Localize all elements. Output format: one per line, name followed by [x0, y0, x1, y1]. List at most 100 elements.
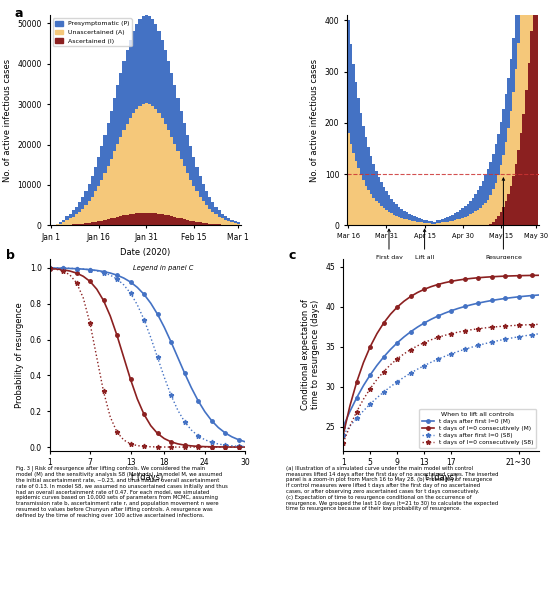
Bar [164, 215, 167, 225]
t days after first I=0 (M) [488, 297, 495, 304]
Bar [56, 224, 59, 225]
t days of I=0 consecutively (S8) [434, 334, 441, 341]
Bar [505, 201, 507, 225]
Bar [103, 220, 107, 225]
t days of I=0 consecutively (S8) [509, 322, 515, 329]
Bar [518, 0, 520, 43]
Legend: t days after first I=0 (M), t days of I=0 consecutively (M), t days after first : t days after first I=0 (M), t days of I=… [420, 409, 536, 448]
Bar [75, 214, 78, 224]
Bar [474, 194, 477, 211]
t days after first I=0 (S8) [414, 365, 421, 373]
t days of I=0 consecutively (S8) [488, 323, 495, 331]
Bar [161, 40, 164, 118]
Bar [380, 182, 383, 206]
Bar [370, 156, 372, 194]
Bar [183, 123, 186, 166]
Bar [360, 175, 362, 225]
Bar [113, 217, 116, 225]
t days after first I=0 (M) [414, 323, 421, 331]
t days of I=0 consecutively (S8) [354, 408, 360, 415]
Bar [372, 164, 375, 197]
Bar [189, 147, 192, 180]
Bar [464, 206, 466, 217]
Bar [161, 118, 164, 214]
Bar [211, 212, 215, 224]
Bar [428, 221, 431, 224]
Bar [91, 222, 94, 225]
t days of I=0 consecutively (S8) [461, 327, 468, 334]
Bar [97, 157, 100, 186]
t days after first I=0 (S8) [346, 423, 353, 430]
Line: t days of I=0 consecutively (M): t days of I=0 consecutively (M) [342, 273, 541, 437]
Bar [164, 124, 167, 215]
Text: First day
of I=0: First day of I=0 [376, 229, 403, 266]
Bar [177, 217, 180, 225]
Bar [199, 176, 202, 197]
t days after first I=0 (M) [367, 371, 373, 379]
t days after first I=0 (S8) [461, 346, 468, 353]
Bar [81, 197, 84, 209]
Bar [527, 0, 530, 63]
Bar [139, 106, 141, 213]
Line: t days after first I=0 (M): t days after first I=0 (M) [342, 294, 541, 428]
t days of I=0 consecutively (S8) [428, 336, 435, 343]
Bar [426, 223, 428, 225]
Line: t days of I=0 consecutively (S8): t days of I=0 consecutively (S8) [341, 322, 541, 445]
Bar [132, 113, 135, 214]
t days after first I=0 (S8) [381, 389, 387, 396]
Bar [157, 214, 161, 225]
t days of I=0 consecutively (M) [381, 319, 387, 326]
Bar [505, 94, 507, 143]
Bar [515, 14, 518, 69]
Bar [113, 152, 116, 217]
Y-axis label: Conditional expectation of
time to resurgence (days): Conditional expectation of time to resur… [301, 299, 320, 410]
Bar [347, 133, 350, 225]
t days of I=0 consecutively (S8) [360, 396, 367, 403]
Bar [125, 124, 129, 215]
Bar [380, 206, 383, 225]
Bar [221, 214, 224, 219]
Bar [141, 213, 145, 225]
Bar [123, 61, 125, 130]
t days of I=0 consecutively (M) [441, 279, 448, 286]
t days after first I=0 (M) [468, 301, 475, 308]
t days after first I=0 (M) [448, 307, 454, 314]
Bar [91, 176, 94, 197]
t days after first I=0 (S8) [400, 373, 407, 381]
Bar [512, 91, 515, 176]
Bar [192, 157, 195, 186]
Bar [499, 122, 502, 166]
Bar [449, 221, 452, 225]
t days after first I=0 (M) [381, 353, 387, 361]
Bar [438, 223, 441, 225]
t days of I=0 consecutively (S8) [367, 385, 373, 392]
Bar [75, 224, 78, 225]
t days after first I=0 (S8) [482, 340, 488, 347]
t days of I=0 consecutively (S8) [381, 368, 387, 375]
Bar [177, 152, 180, 217]
Bar [205, 191, 208, 205]
Bar [87, 223, 91, 225]
t days of I=0 consecutively (M) [434, 281, 441, 288]
Bar [490, 224, 492, 225]
Bar [116, 144, 119, 217]
Bar [477, 209, 479, 225]
t days of I=0 consecutively (M) [495, 273, 502, 280]
Bar [69, 219, 72, 225]
Bar [154, 109, 157, 213]
t days after first I=0 (S8) [529, 331, 536, 339]
Bar [189, 180, 192, 220]
t days after first I=0 (M) [428, 315, 435, 323]
t days after first I=0 (S8) [515, 333, 522, 340]
Bar [157, 32, 161, 113]
Bar [148, 16, 151, 104]
Bar [173, 85, 177, 144]
Bar [183, 166, 186, 219]
t days of I=0 consecutively (S8) [340, 439, 346, 446]
t days after first I=0 (M) [482, 298, 488, 305]
t days of I=0 consecutively (M) [448, 278, 454, 285]
Bar [141, 104, 145, 213]
Bar [352, 64, 355, 153]
Bar [494, 183, 497, 219]
t days of I=0 consecutively (M) [488, 273, 495, 280]
